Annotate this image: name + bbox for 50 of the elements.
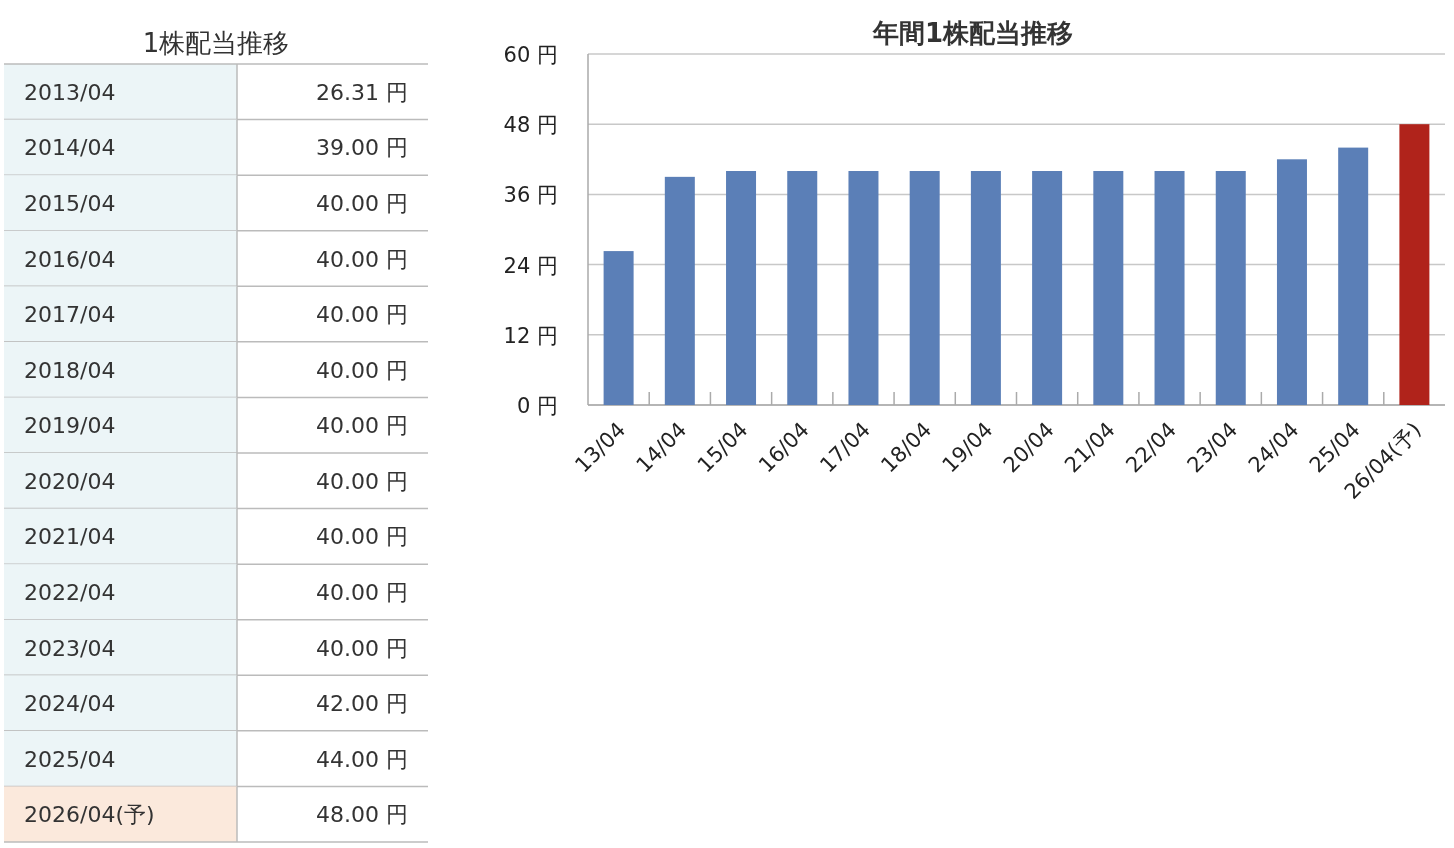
bar <box>909 171 940 405</box>
bar <box>664 176 695 405</box>
bar <box>603 251 634 405</box>
text: 2026/04(予) <box>24 802 155 828</box>
y-tick-label: 0 円 <box>516 394 558 418</box>
y-tick-label: 60 円 <box>503 43 558 67</box>
text: 40.00 円 <box>316 190 408 216</box>
y-tick-label: 36 円 <box>503 183 558 208</box>
text: 2025/04 <box>24 746 116 772</box>
bar <box>1338 147 1369 405</box>
text: 2023/04 <box>24 635 116 661</box>
chart-title: 年間1株配当推移 <box>871 18 1074 48</box>
y-tick-label: 24 円 <box>503 253 558 278</box>
text: 1株配当推移 <box>142 28 290 58</box>
bar <box>1154 171 1185 405</box>
text: 2018/04 <box>24 357 116 383</box>
text: 40.00 円 <box>316 246 408 272</box>
text: 2013/04 <box>24 79 116 105</box>
text: 40.00 円 <box>316 524 408 550</box>
bar <box>726 171 757 405</box>
text: 2019/04 <box>24 413 116 439</box>
y-tick-label: 48 円 <box>503 113 558 138</box>
text: 2014/04 <box>24 135 116 161</box>
text: 40.00 円 <box>316 635 408 661</box>
text: 2016/04 <box>24 246 116 272</box>
bar <box>970 171 1001 405</box>
text: 26.31 円 <box>316 79 408 105</box>
bar <box>1093 171 1124 405</box>
text: 2017/04 <box>24 302 116 328</box>
bar <box>848 171 879 405</box>
text: 40.00 円 <box>316 413 408 439</box>
bar <box>1032 171 1063 405</box>
y-tick-label: 12 円 <box>503 323 558 348</box>
text: 44.00 円 <box>316 746 408 772</box>
bar <box>787 171 818 405</box>
text: 42.00 円 <box>316 691 408 717</box>
text: 40.00 円 <box>316 579 408 605</box>
text: 48.00 円 <box>316 802 408 828</box>
text: 39.00 円 <box>316 135 408 161</box>
text: 2020/04 <box>24 468 116 494</box>
text: 2022/04 <box>24 579 116 605</box>
text: 40.00 円 <box>316 302 408 328</box>
text: 2015/04 <box>24 190 116 216</box>
text: 2021/04 <box>24 524 116 550</box>
bar <box>1276 159 1307 405</box>
text: 40.00 円 <box>316 357 408 383</box>
text: 2024/04 <box>24 691 116 717</box>
text: 40.00 円 <box>316 468 408 494</box>
bar <box>1215 171 1246 405</box>
bar <box>1399 124 1430 405</box>
